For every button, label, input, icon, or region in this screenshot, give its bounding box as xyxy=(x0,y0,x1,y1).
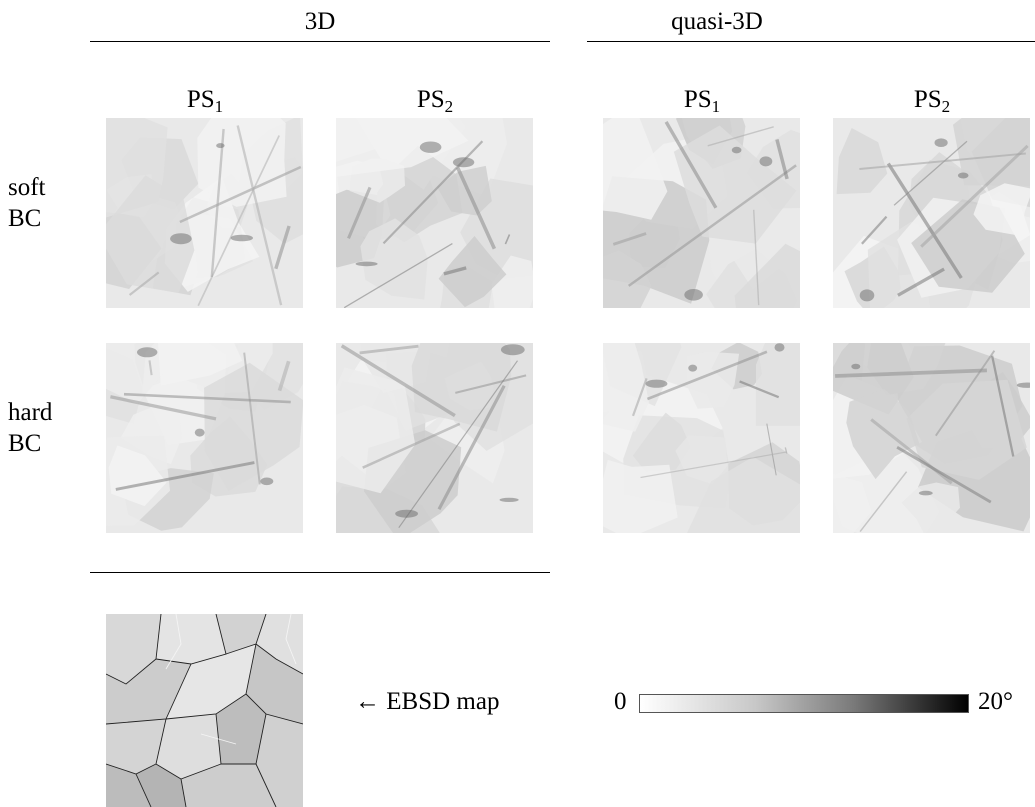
col-label-quasi-ps2: PS2 xyxy=(913,86,951,116)
map-texture xyxy=(106,343,303,533)
map-hard-3d-ps1 xyxy=(106,343,303,533)
rule-ebsd xyxy=(90,572,550,573)
map-texture xyxy=(603,343,800,533)
row-label-hard-bc: hard BC xyxy=(8,399,53,457)
map-texture xyxy=(603,118,800,308)
colorbar-max-label: 20° xyxy=(978,688,1013,715)
map-texture xyxy=(106,118,303,308)
ebsd-grain-boundaries xyxy=(106,614,303,807)
ebsd-caption: ← EBSD map xyxy=(355,688,500,715)
col-label-3d-ps2: PS2 xyxy=(416,86,454,116)
map-texture xyxy=(336,343,533,533)
map-hard-3d-ps2 xyxy=(336,343,533,533)
row-label-soft-bc: soft BC xyxy=(8,174,46,232)
map-texture xyxy=(833,118,1030,308)
col-label-quasi-ps1: PS1 xyxy=(683,86,721,116)
map-soft-quasi-ps1 xyxy=(603,118,800,308)
colorbar-min-label: 0 xyxy=(614,688,627,715)
map-hard-quasi-ps2 xyxy=(833,343,1030,533)
rule-quasi-3d xyxy=(587,41,1035,42)
map-texture xyxy=(833,343,1030,533)
colorbar xyxy=(639,694,969,713)
map-soft-3d-ps1 xyxy=(106,118,303,308)
header-quasi-3d: quasi-3D xyxy=(671,8,763,35)
rule-3d xyxy=(90,41,550,42)
map-hard-quasi-ps1 xyxy=(603,343,800,533)
map-soft-quasi-ps2 xyxy=(833,118,1030,308)
map-soft-3d-ps2 xyxy=(336,118,533,308)
map-texture xyxy=(336,118,533,308)
col-label-3d-ps1: PS1 xyxy=(186,86,224,116)
ebsd-map xyxy=(106,614,303,807)
header-3d: 3D xyxy=(304,8,336,35)
